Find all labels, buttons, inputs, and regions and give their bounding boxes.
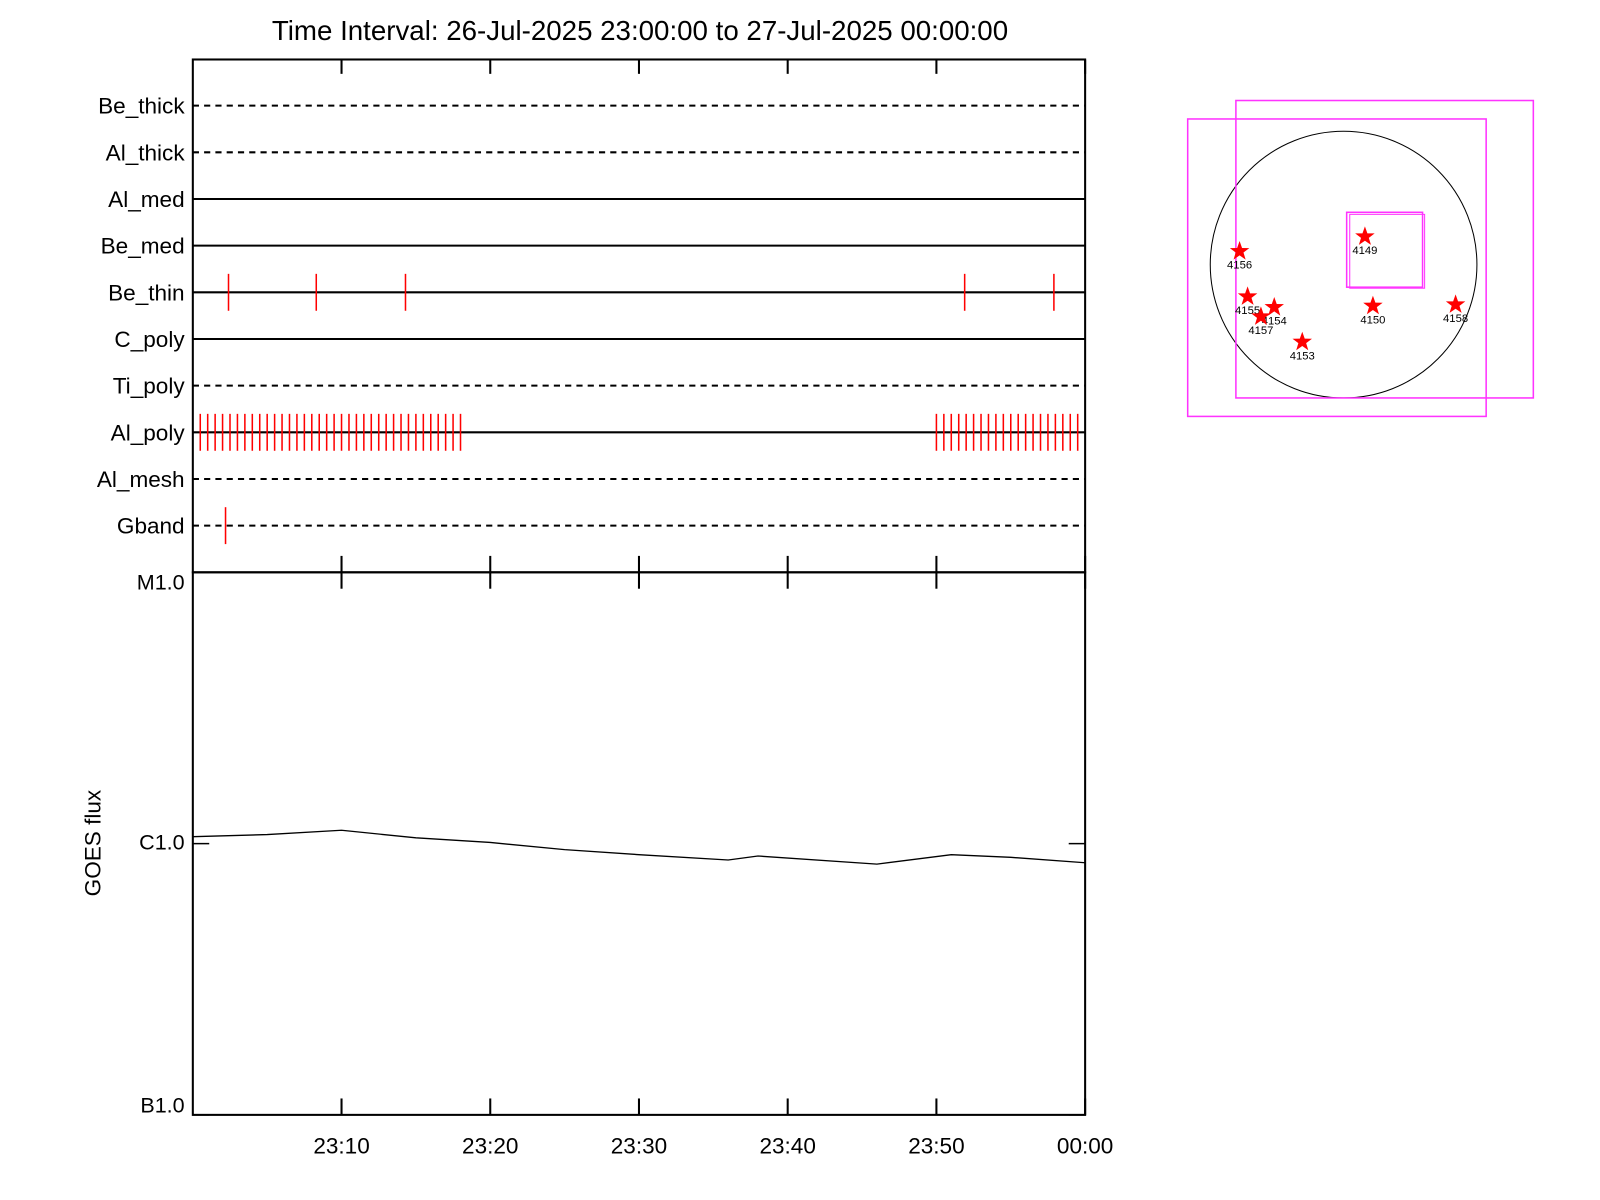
filter-label: Gband (117, 514, 185, 539)
filter-label: Al_thick (106, 140, 186, 165)
filter-label: Al_poly (111, 420, 186, 445)
region-star (1445, 294, 1466, 313)
filter-label: Be_med (101, 234, 185, 259)
y-tick-label: M1.0 (137, 570, 185, 594)
region-label: 4149 (1352, 245, 1377, 257)
region-star (1251, 306, 1271, 325)
filter-label: Be_thin (108, 280, 184, 305)
region-label: 4157 (1248, 325, 1273, 337)
region-star (1237, 286, 1258, 305)
chart-title: Time Interval: 26-Jul-2025 23:00:00 to 2… (272, 15, 1008, 46)
x-tick-label: 23:40 (759, 1134, 815, 1159)
fov-box (1186, 118, 1487, 418)
filter-label: Al_mesh (97, 467, 185, 492)
region-label: 4150 (1360, 314, 1385, 326)
region-label: 4154 (1262, 316, 1287, 328)
region-label: 4156 (1227, 260, 1252, 272)
region-star (1264, 297, 1284, 316)
filter-label: C_poly (114, 327, 185, 352)
fov-box (1345, 211, 1424, 288)
y-axis-label: GOES flux (80, 789, 105, 896)
filter-label: Be_thick (98, 94, 185, 119)
region-label: 4153 (1290, 350, 1315, 362)
x-tick-label: 23:20 (462, 1134, 518, 1159)
goes-line (192, 829, 1086, 865)
y-tick-label: C1.0 (139, 830, 184, 854)
region-star (1229, 241, 1250, 260)
filter-label: Al_med (108, 187, 184, 212)
fov-box (1349, 213, 1426, 289)
region-star (1363, 295, 1383, 315)
filter-label: Ti_poly (113, 374, 186, 399)
x-tick-label: 23:10 (313, 1134, 369, 1159)
region-star (1292, 331, 1312, 351)
x-tick-label: 23:50 (908, 1134, 964, 1159)
y-tick-label: B1.0 (140, 1093, 184, 1117)
region-star (1355, 226, 1375, 245)
region-label: 4158 (1443, 313, 1468, 325)
x-tick-label: 23:30 (611, 1134, 667, 1159)
x-tick-label: 00:00 (1057, 1134, 1113, 1159)
